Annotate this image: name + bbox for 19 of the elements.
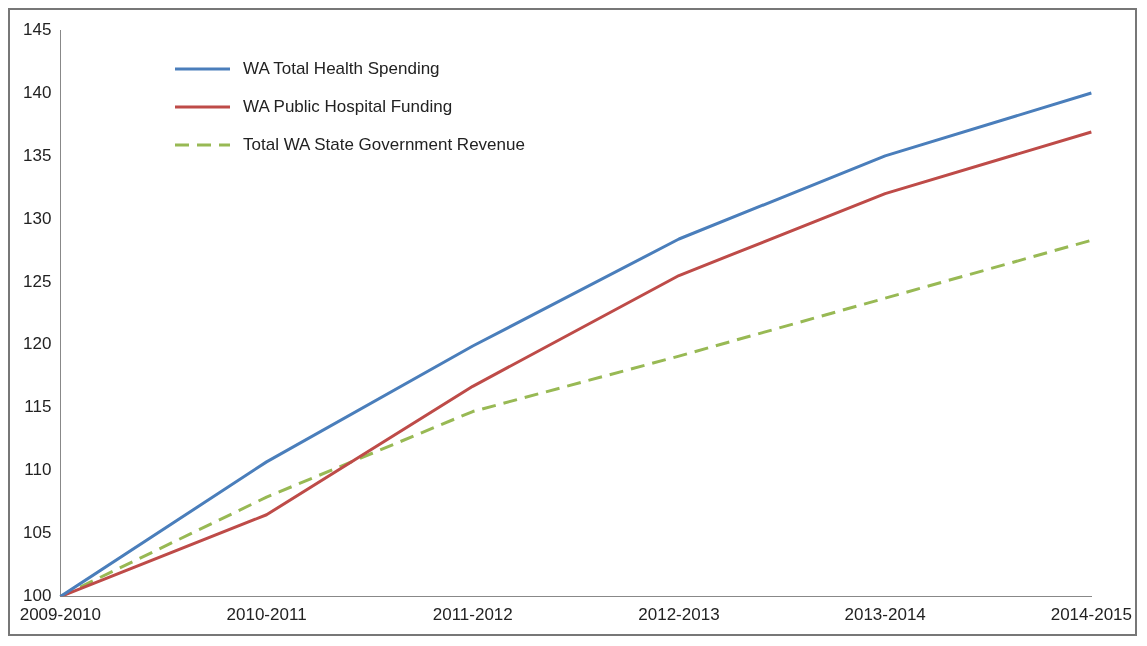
x-tick-label: 2011-2012	[432, 605, 513, 625]
y-tick-label: 125	[22, 271, 52, 291]
x-tick-label: 2013-2014	[844, 605, 926, 625]
y-tick-label: 110	[24, 460, 52, 480]
x-tick-label: 2014-2015	[1050, 605, 1133, 625]
y-tick-label: 145	[22, 19, 52, 39]
x-tick-label: 2012-2013	[638, 605, 720, 625]
legend-label: Total WA State Government Revenue	[243, 135, 525, 155]
y-tick-label: 120	[22, 334, 52, 354]
y-tick-label: 135	[22, 145, 52, 165]
legend-label: WA Total Health Spending	[243, 59, 440, 79]
y-tick-label: 140	[22, 82, 52, 102]
y-tick-label: 105	[22, 523, 52, 543]
y-tick-label: 115	[24, 397, 52, 417]
x-tick-label: 2010-2011	[226, 605, 307, 625]
legend-label: WA Public Hospital Funding	[243, 97, 453, 117]
x-tick-label: 2009-2010	[19, 605, 102, 625]
y-tick-label: 130	[22, 208, 52, 228]
y-tick-label: 100	[22, 586, 52, 606]
